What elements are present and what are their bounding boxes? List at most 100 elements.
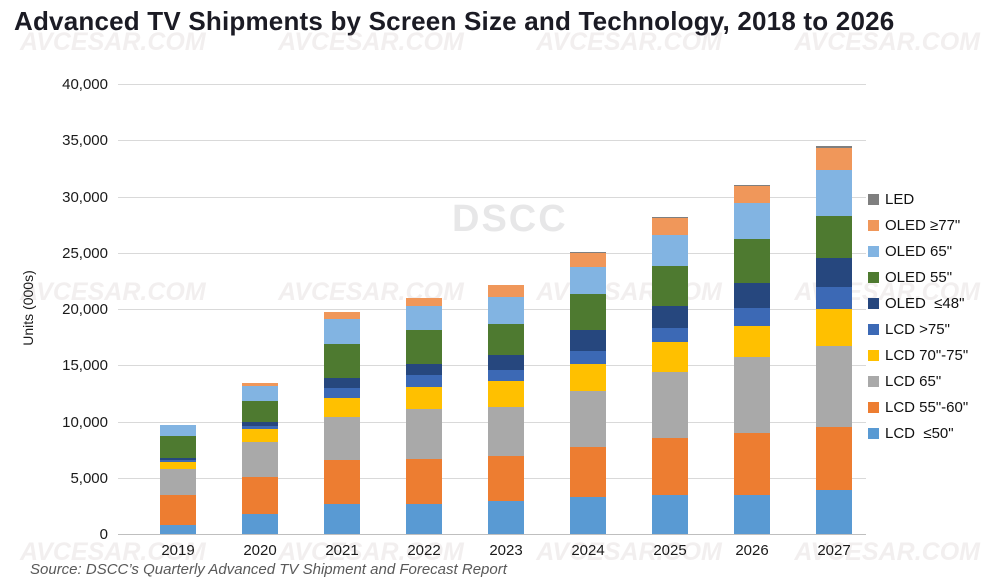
bar-segment-2027-oled-77 <box>816 148 852 170</box>
legend-label: OLED 65" <box>885 242 953 260</box>
bar-segment-2025-led <box>652 216 688 218</box>
bar-segment-2023-oled-48 <box>488 355 524 370</box>
legend-label: OLED 55" <box>885 268 953 286</box>
bar-2023 <box>488 285 524 534</box>
bar-segment-2019-oled-55 <box>160 436 196 458</box>
y-tick-label: 5,000 <box>70 469 108 487</box>
bar-segment-2027-oled-65 <box>816 169 852 216</box>
bar-segment-2020-lcd-50 <box>242 513 278 534</box>
bar-segment-2026-lcd-70-75 <box>734 325 770 358</box>
bar-segment-2023-oled-77 <box>488 285 524 297</box>
legend-item-lcd-50: LCD ≤50" <box>868 420 968 446</box>
bar-segment-2020-lcd-75 <box>242 426 278 430</box>
bar-segment-2020-lcd-55-60 <box>242 476 278 514</box>
bar-segment-2021-oled-65 <box>324 319 360 344</box>
bar-segment-2027-led <box>816 145 852 149</box>
bar-segment-2021-oled-55 <box>324 343 360 378</box>
bar-segment-2027-lcd-50 <box>816 490 852 534</box>
legend: LED OLED ≥77" OLED 65" OLED 55" OLED ≤48" LCD… <box>868 186 968 446</box>
bar-segment-2025-lcd-70-75 <box>652 341 688 372</box>
bar-segment-2022-oled-48 <box>406 364 442 376</box>
bar-segment-2020-oled-65 <box>242 385 278 402</box>
chart-title: Advanced TV Shipments by Screen Size and… <box>14 6 895 36</box>
bar-segment-2023-lcd-65 <box>488 406 524 457</box>
legend-item-oled-65: OLED 65" <box>868 238 968 264</box>
bar-segment-2022-oled-55 <box>406 330 442 365</box>
bar-segment-2024-oled-48 <box>570 330 606 351</box>
legend-swatch-icon <box>868 297 879 309</box>
legend-swatch-icon <box>868 193 879 205</box>
bar-segment-2024-lcd-70-75 <box>570 364 606 392</box>
bar-segment-2026-lcd-50 <box>734 494 770 534</box>
bar-2021 <box>324 312 360 534</box>
dscc-watermark: DSCC <box>452 198 568 240</box>
bar-segment-2021-lcd-65 <box>324 417 360 460</box>
bar-segment-2027-lcd-70-75 <box>816 309 852 347</box>
bar-segment-2023-lcd-55-60 <box>488 456 524 502</box>
gridline <box>118 196 866 198</box>
bar-segment-2027-lcd-65 <box>816 346 852 428</box>
bar-segment-2020-oled-48 <box>242 421 278 426</box>
bar-segment-2024-oled-55 <box>570 294 606 331</box>
bar-segment-2022-oled-77 <box>406 297 442 306</box>
bar-segment-2023-lcd-70-75 <box>488 381 524 407</box>
bar-segment-2025-oled-65 <box>652 234 688 267</box>
bar-segment-2021-lcd-75 <box>324 387 360 398</box>
legend-item-lcd-75: LCD >75" <box>868 316 968 342</box>
bar-2025 <box>652 216 688 534</box>
x-tick-label-2019: 2019 <box>161 542 195 559</box>
bar-segment-2021-lcd-55-60 <box>324 459 360 504</box>
x-tick-label-2025: 2025 <box>653 542 687 559</box>
legend-swatch-icon <box>868 427 879 439</box>
bar-segment-2022-lcd-65 <box>406 409 442 459</box>
bar-segment-2025-lcd-75 <box>652 328 688 342</box>
bar-segment-2026-oled-77 <box>734 186 770 204</box>
legend-label: LCD 65" <box>885 372 942 390</box>
bar-segment-2019-oled-48 <box>160 457 196 460</box>
y-tick-label: 25,000 <box>62 244 108 262</box>
legend-swatch-icon <box>868 271 879 283</box>
legend-label: LCD >75" <box>885 320 950 338</box>
legend-item-lcd-55-60: LCD 55"-60" <box>868 394 968 420</box>
y-tick-label: 35,000 <box>62 132 108 150</box>
bar-segment-2025-lcd-55-60 <box>652 438 688 495</box>
bar-segment-2024-lcd-55-60 <box>570 447 606 497</box>
bar-segment-2026-lcd-55-60 <box>734 432 770 495</box>
bar-segment-2023-lcd-50 <box>488 501 524 534</box>
legend-item-oled-55: OLED 55" <box>868 264 968 290</box>
legend-swatch-icon <box>868 245 879 257</box>
legend-item-lcd-65: LCD 65" <box>868 368 968 394</box>
y-tick-label: 20,000 <box>62 301 108 318</box>
legend-swatch-icon <box>868 401 879 413</box>
bar-segment-2022-lcd-55-60 <box>406 458 442 504</box>
bar-segment-2020-lcd-65 <box>242 441 278 477</box>
legend-item-led: LED <box>868 186 968 212</box>
legend-label: OLED ≤48" <box>885 294 965 312</box>
x-tick-label-2023: 2023 <box>489 542 523 559</box>
x-tick-label-2021: 2021 <box>325 542 359 559</box>
bar-2026 <box>734 185 770 534</box>
bar-segment-2026-oled-48 <box>734 283 770 308</box>
bar-segment-2025-lcd-65 <box>652 372 688 439</box>
bar-segment-2026-oled-65 <box>734 203 770 240</box>
bar-segment-2024-lcd-65 <box>570 391 606 448</box>
bar-segment-2025-oled-77 <box>652 217 688 235</box>
x-tick-label-2024: 2024 <box>571 542 605 559</box>
bar-segment-2022-lcd-70-75 <box>406 386 442 410</box>
bar-segment-2025-oled-55 <box>652 266 688 306</box>
bar-segment-2026-lcd-65 <box>734 357 770 433</box>
bar-2022 <box>406 297 442 534</box>
y-tick-label: 40,000 <box>62 76 108 93</box>
bar-segment-2023-oled-55 <box>488 323 524 356</box>
bar-segment-2019-lcd-65 <box>160 468 196 495</box>
legend-label: OLED ≥77" <box>885 216 961 234</box>
legend-label: LCD ≤50" <box>885 424 954 442</box>
legend-swatch-icon <box>868 219 879 231</box>
bar-segment-2024-led <box>570 251 606 253</box>
gridline <box>118 140 866 142</box>
bar-2020 <box>242 383 278 534</box>
legend-label: LCD 70"-75" <box>885 346 969 364</box>
bar-segment-2020-lcd-70-75 <box>242 429 278 442</box>
gridline <box>118 252 866 254</box>
